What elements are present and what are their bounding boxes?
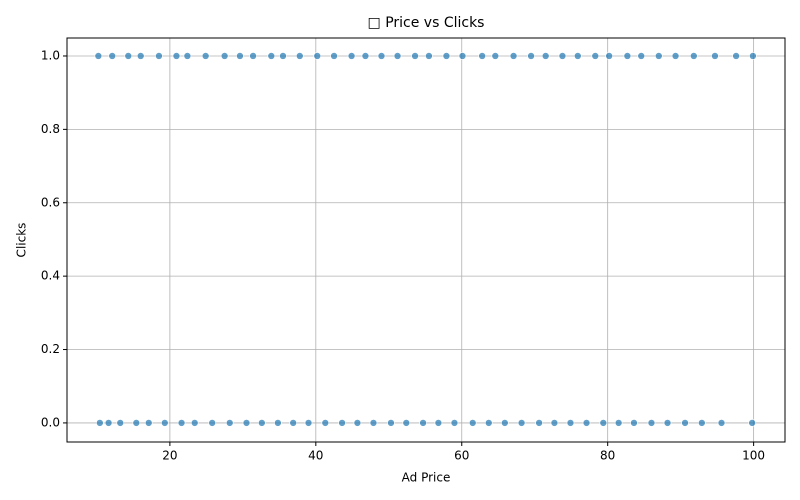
point — [377, 52, 386, 60]
y-tick-label: 0.8 — [41, 122, 60, 136]
point — [387, 419, 395, 427]
point — [654, 52, 663, 60]
point — [369, 419, 378, 427]
point — [220, 52, 229, 60]
point — [96, 419, 104, 427]
point — [242, 419, 251, 427]
chart-title: □ Price vs Clicks — [368, 15, 485, 31]
point — [236, 52, 244, 60]
point — [411, 52, 419, 60]
y-tick-label: 0.0 — [41, 415, 60, 429]
point — [605, 52, 613, 60]
point — [550, 419, 559, 427]
point — [535, 419, 543, 427]
point — [681, 419, 689, 427]
point — [450, 419, 459, 427]
point — [573, 52, 582, 60]
point — [94, 52, 103, 60]
point — [458, 52, 467, 60]
point — [347, 52, 356, 60]
point — [330, 52, 338, 60]
point — [104, 419, 113, 427]
point — [393, 52, 402, 60]
y-tick-label: 0.2 — [41, 342, 60, 356]
x-tick-label: 20 — [162, 449, 177, 463]
point — [108, 52, 117, 60]
x-tick-label: 40 — [308, 449, 323, 463]
point — [689, 52, 698, 60]
point — [249, 52, 257, 60]
point — [304, 419, 313, 427]
point — [155, 52, 163, 60]
plot-frame — [66, 37, 786, 443]
point — [295, 52, 304, 60]
point — [566, 419, 575, 427]
y-tick-label: 1.0 — [41, 48, 60, 62]
point — [419, 419, 427, 427]
point — [208, 419, 217, 427]
point — [517, 419, 526, 427]
point — [541, 52, 550, 60]
x-tick-label: 80 — [600, 449, 615, 463]
point — [321, 419, 330, 427]
point — [177, 419, 186, 427]
point — [614, 419, 623, 427]
point — [527, 52, 535, 60]
point — [558, 52, 567, 60]
point — [647, 419, 656, 427]
point — [144, 419, 153, 427]
point — [267, 52, 276, 60]
point — [160, 419, 169, 427]
point — [591, 52, 600, 60]
point — [274, 419, 282, 427]
point — [434, 419, 443, 427]
point — [484, 419, 493, 427]
x-axis-label: Ad Price — [402, 471, 451, 485]
x-tick-label: 60 — [454, 449, 469, 463]
y-axis-label: Clicks — [15, 223, 29, 258]
point — [353, 419, 362, 427]
point — [190, 419, 199, 427]
point — [132, 419, 141, 427]
point — [442, 52, 451, 60]
point — [172, 52, 181, 60]
point — [698, 419, 706, 427]
point — [749, 52, 757, 60]
point — [225, 419, 234, 427]
point — [663, 419, 672, 427]
point — [748, 419, 756, 427]
point — [402, 419, 411, 427]
point — [468, 419, 477, 427]
point — [623, 52, 632, 60]
point — [630, 419, 638, 427]
point — [509, 52, 518, 60]
point — [425, 52, 433, 60]
point — [313, 52, 322, 60]
y-tick-label: 0.6 — [41, 195, 60, 209]
point — [183, 52, 192, 60]
point — [116, 419, 125, 427]
point — [582, 419, 591, 427]
point — [732, 52, 740, 60]
point — [671, 52, 680, 60]
point — [361, 52, 370, 60]
y-tick-label: 0.4 — [41, 269, 60, 283]
point — [599, 419, 608, 427]
point — [637, 52, 646, 60]
point — [289, 419, 297, 427]
point — [501, 419, 509, 427]
point — [258, 419, 266, 427]
x-tick-label: 100 — [742, 449, 765, 463]
point — [124, 52, 133, 60]
point — [338, 419, 346, 427]
point — [478, 52, 486, 60]
point — [279, 52, 287, 60]
point — [717, 419, 726, 427]
point — [201, 52, 210, 60]
point — [491, 52, 500, 60]
point — [711, 52, 719, 60]
point — [136, 52, 145, 60]
